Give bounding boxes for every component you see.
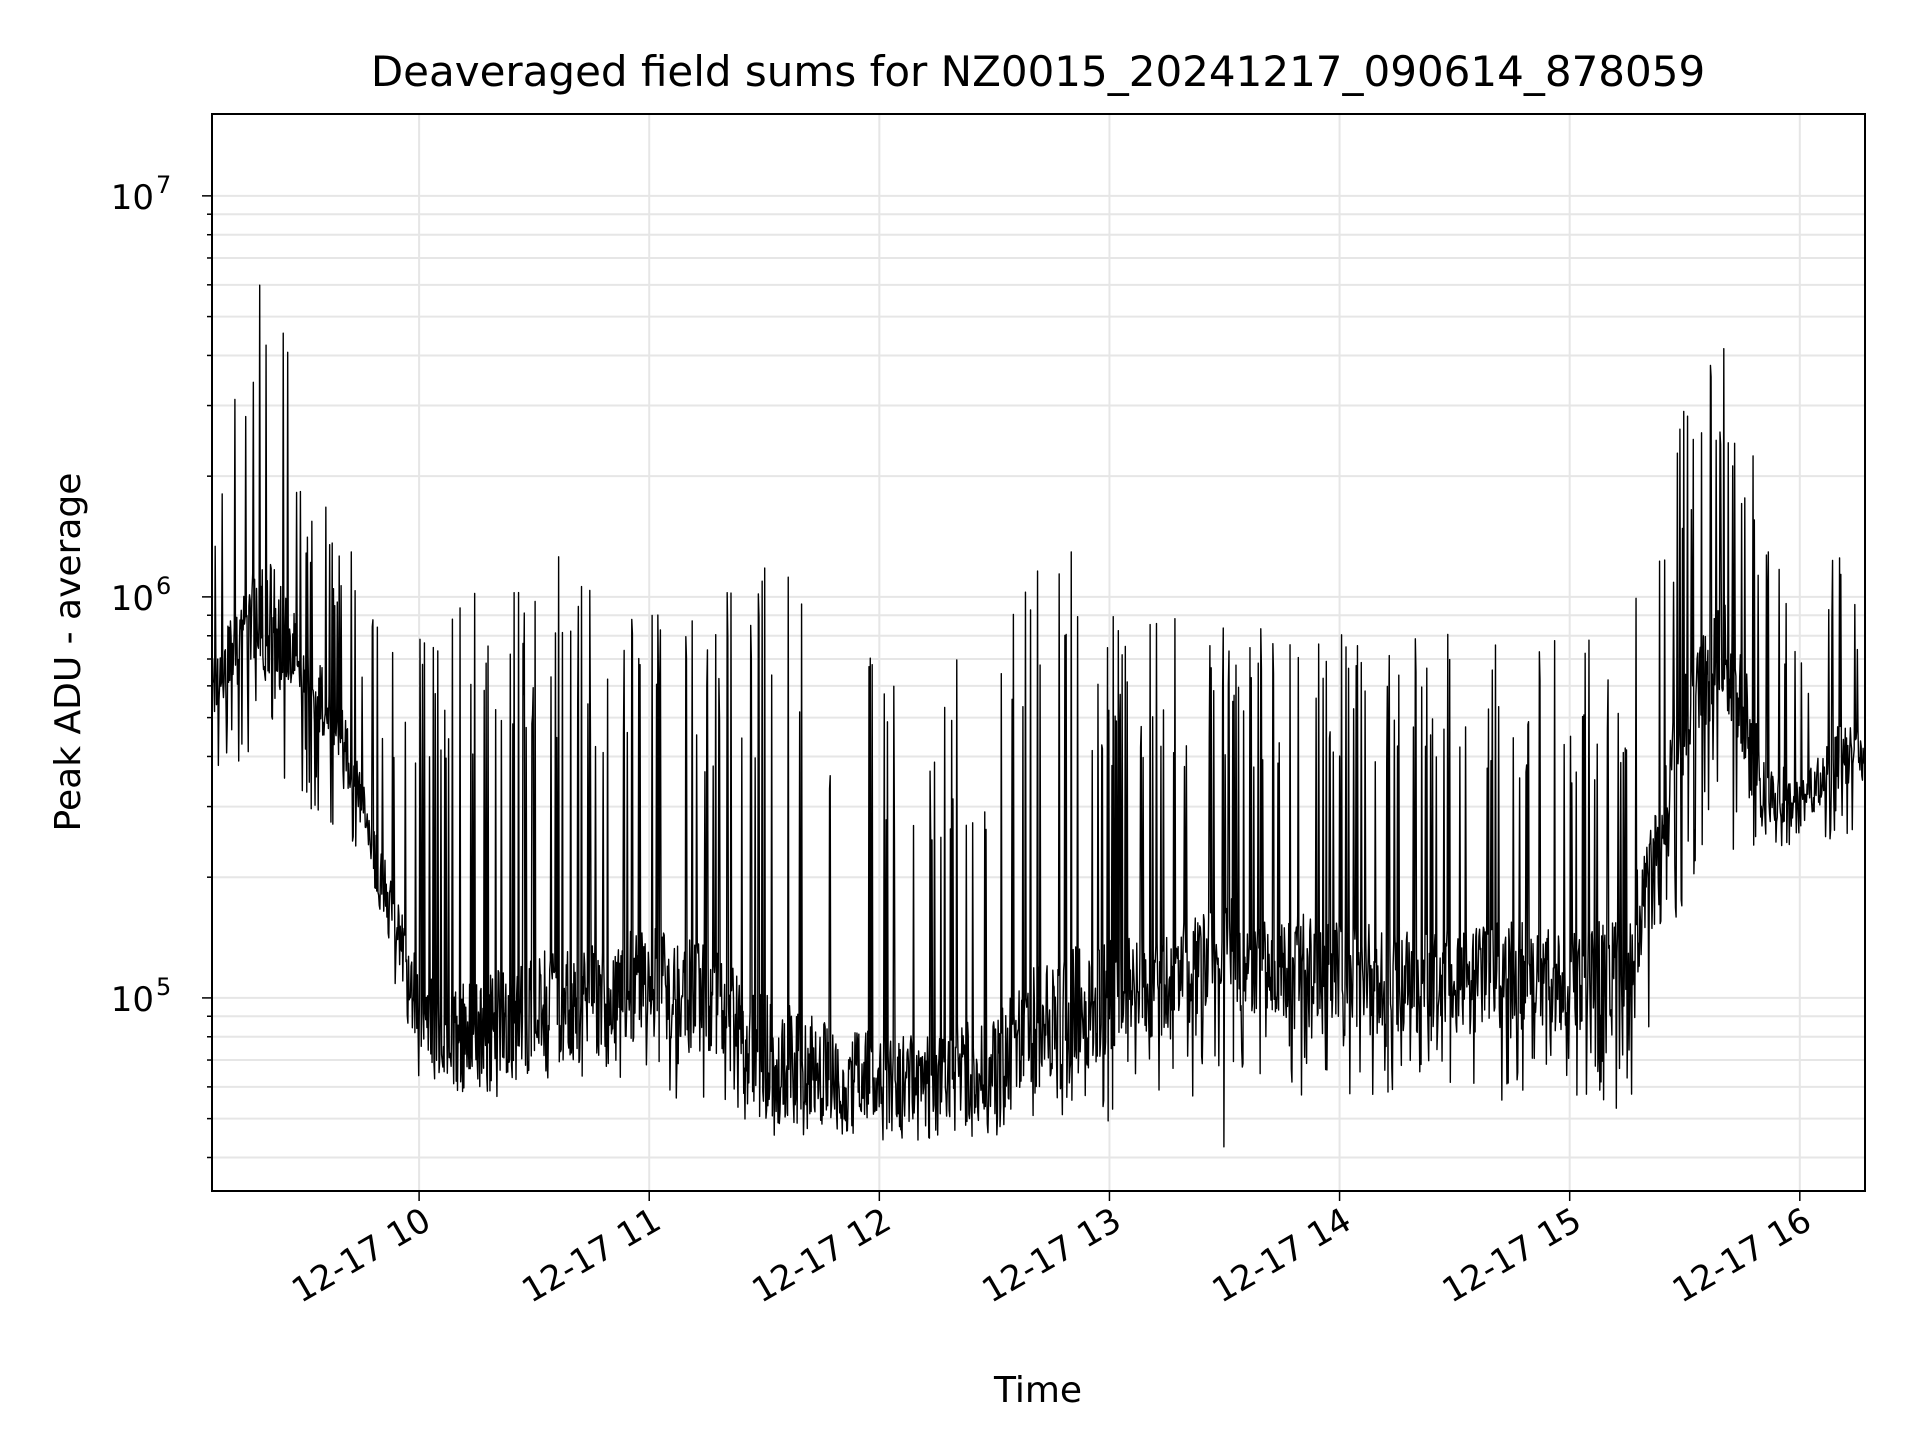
y-tick-exponent: 6 — [156, 572, 171, 600]
data-series — [211, 284, 1866, 1148]
plot-frame — [211, 113, 1866, 1192]
y-axis-label: Peak ADU - average — [48, 473, 89, 832]
y-tick-exponent: 5 — [156, 973, 171, 1001]
y-tick-label: 10 — [111, 178, 154, 218]
x-axis-label: Time — [993, 1370, 1082, 1411]
chart-title: Deaveraged field sums for NZ0015_2024121… — [371, 47, 1705, 96]
y-tick-label: 10 — [111, 980, 154, 1020]
y-tick-label: 10 — [111, 579, 154, 619]
series-line — [211, 284, 1866, 1148]
y-tick-exponent: 7 — [156, 171, 171, 199]
